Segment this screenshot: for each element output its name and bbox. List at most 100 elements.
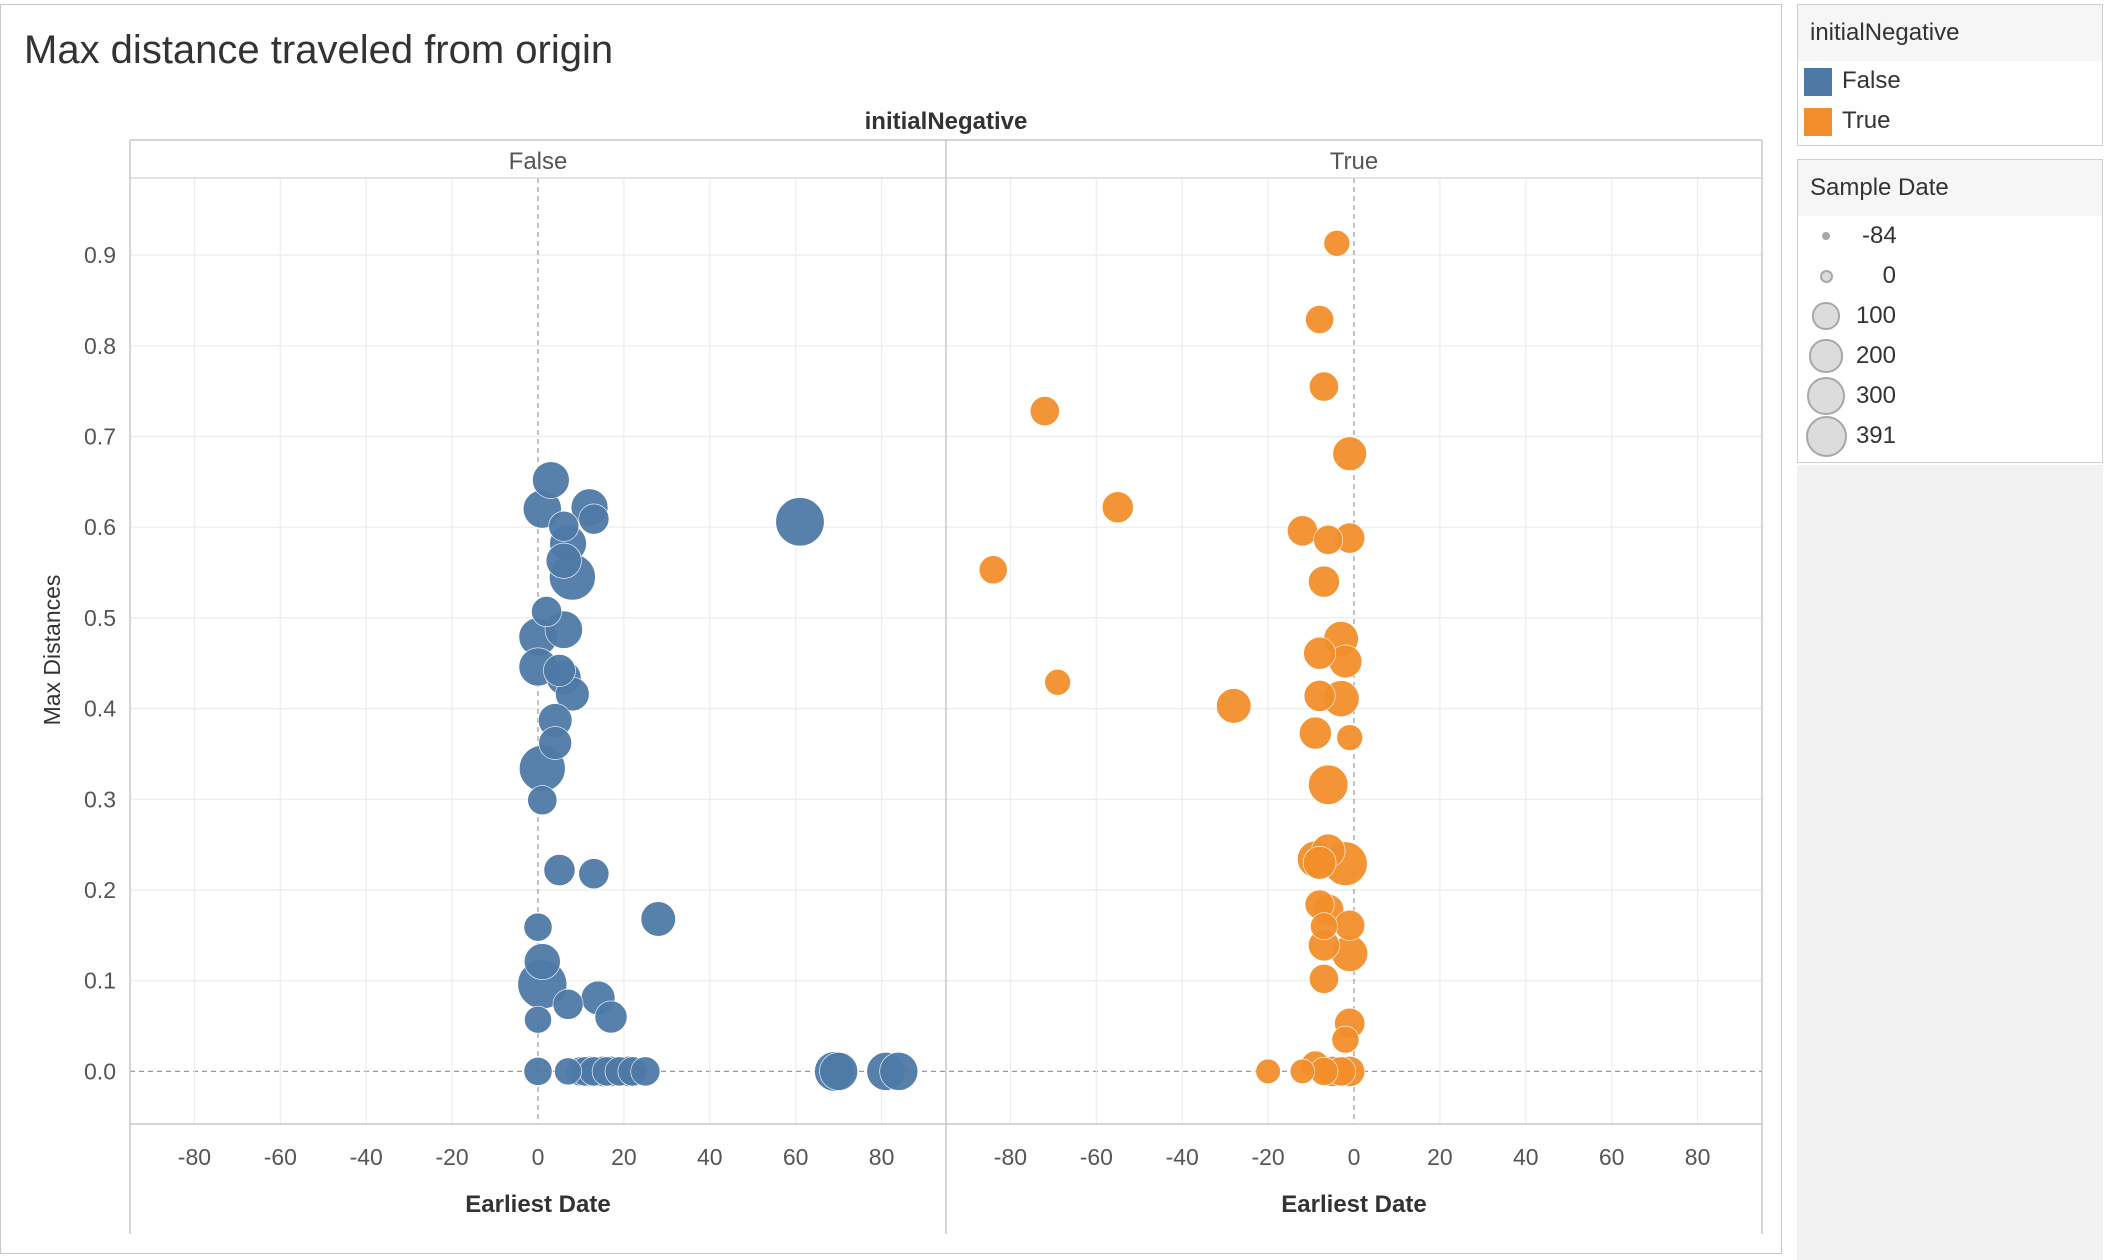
data-point-true bbox=[1029, 396, 1060, 427]
data-point-false bbox=[552, 988, 584, 1020]
x-tick-label: -80 bbox=[178, 1144, 211, 1170]
x-tick-label: 60 bbox=[1599, 1144, 1625, 1170]
data-point-true bbox=[1299, 716, 1332, 750]
y-tick-label: 0.8 bbox=[84, 333, 116, 359]
data-point-false bbox=[578, 858, 610, 890]
x-tick-label: 40 bbox=[1513, 1144, 1539, 1170]
size-legend-circle bbox=[1807, 377, 1845, 415]
data-point-false bbox=[578, 503, 610, 535]
size-legend: Sample Date -84 0 100 200 300 391 bbox=[1797, 159, 2103, 463]
size-legend-label: 300 bbox=[1855, 382, 1896, 409]
size-legend-item: 300 bbox=[1798, 376, 2102, 416]
x-tick-label: 40 bbox=[697, 1144, 723, 1170]
data-point-true bbox=[1336, 724, 1363, 751]
x-tick-label: 60 bbox=[783, 1144, 809, 1170]
size-legend-label: 0 bbox=[1882, 262, 1896, 289]
x-tick-label: -60 bbox=[264, 1144, 297, 1170]
size-legend-item: 200 bbox=[1798, 336, 2102, 376]
y-tick-label: 0.3 bbox=[84, 786, 116, 812]
data-point-true bbox=[1302, 846, 1337, 880]
color-legend-item-true[interactable]: True bbox=[1798, 101, 2102, 141]
size-legend-circle bbox=[1812, 302, 1840, 330]
data-point-true bbox=[1287, 515, 1318, 547]
color-legend: initialNegative False True bbox=[1797, 4, 2103, 146]
data-point-true bbox=[1305, 305, 1335, 334]
data-point-false bbox=[554, 1057, 582, 1086]
x-tick-label: 0 bbox=[1348, 1144, 1361, 1170]
axes-layer bbox=[129, 139, 1763, 1234]
y-tick-label: 0.4 bbox=[84, 696, 116, 722]
x-tick-label: -20 bbox=[435, 1144, 468, 1170]
data-point-false bbox=[523, 1056, 553, 1086]
data-point-false bbox=[548, 510, 580, 542]
y-tick-label: 0.5 bbox=[84, 605, 116, 631]
size-legend-title: Sample Date bbox=[1798, 160, 2102, 216]
data-point-true bbox=[1303, 636, 1336, 670]
data-point-true bbox=[1313, 524, 1344, 555]
data-point-true bbox=[1334, 909, 1366, 941]
data-point-false bbox=[819, 1052, 859, 1091]
chart-title: Max distance traveled from origin bbox=[24, 28, 614, 72]
y-tick-label: 0.6 bbox=[84, 514, 116, 540]
color-legend-item-false[interactable]: False bbox=[1798, 61, 2102, 101]
y-tick-label: 0.2 bbox=[84, 877, 116, 903]
size-legend-item: 100 bbox=[1798, 296, 2102, 336]
y-tick-label: 0.1 bbox=[84, 968, 116, 994]
x-tick-label: 20 bbox=[1427, 1144, 1453, 1170]
color-swatch-true bbox=[1804, 108, 1832, 136]
size-legend-label: -84 bbox=[1862, 222, 1897, 249]
data-point-true bbox=[1323, 230, 1351, 257]
side-panel-background bbox=[1797, 465, 2103, 1260]
facet-field-label: initialNegative bbox=[865, 108, 1028, 135]
data-point-false bbox=[532, 461, 570, 499]
color-legend-label-true: True bbox=[1842, 107, 1891, 134]
data-point-false bbox=[531, 596, 562, 627]
data-point-false bbox=[594, 1000, 628, 1034]
size-legend-label: 391 bbox=[1855, 422, 1896, 449]
data-point-false bbox=[879, 1052, 919, 1091]
y-axis-title: Max Distances bbox=[39, 575, 65, 726]
panel-label-false: False bbox=[509, 148, 568, 175]
data-point-true bbox=[1044, 669, 1071, 696]
x-tick-label: -60 bbox=[1080, 1144, 1113, 1170]
x-tick-label: 80 bbox=[869, 1144, 895, 1170]
data-point-true bbox=[1101, 491, 1134, 524]
x-tick-label: 0 bbox=[532, 1144, 545, 1170]
data-point-false bbox=[538, 726, 572, 760]
y-tick-label: 0.0 bbox=[84, 1058, 116, 1084]
color-swatch-false bbox=[1804, 68, 1832, 96]
data-point-false bbox=[545, 542, 582, 579]
size-legend-circle bbox=[1819, 269, 1833, 283]
data-point-true bbox=[1309, 963, 1339, 994]
data-point-true bbox=[1308, 764, 1349, 805]
x-tick-label: 80 bbox=[1685, 1144, 1711, 1170]
data-point-true bbox=[1255, 1058, 1281, 1084]
data-point-false bbox=[523, 943, 561, 980]
size-legend-label: 100 bbox=[1855, 302, 1896, 329]
size-legend-items: -84 0 100 200 300 391 bbox=[1798, 216, 2102, 457]
panel-label-true: True bbox=[1330, 148, 1378, 175]
data-point-true bbox=[1309, 371, 1339, 402]
size-legend-label: 200 bbox=[1855, 342, 1896, 369]
color-legend-label-false: False bbox=[1842, 67, 1901, 94]
data-point-false bbox=[543, 654, 576, 687]
data-point-true bbox=[1308, 565, 1340, 598]
scatter-chart: initialNegative 0.0 0.1 0.2 0.3 0.4 0.5 0.6 0.7 0… bbox=[39, 108, 1763, 1234]
x-tick-label: -40 bbox=[350, 1144, 383, 1170]
y-tick-label: 0.7 bbox=[84, 423, 116, 449]
x-tick-label: -20 bbox=[1251, 1144, 1284, 1170]
data-point-false bbox=[523, 912, 553, 942]
data-point-false bbox=[640, 901, 676, 937]
x-tick-label: 20 bbox=[611, 1144, 637, 1170]
color-legend-title: initialNegative bbox=[1798, 5, 2102, 61]
size-legend-item: 0 bbox=[1798, 256, 2102, 296]
data-point-true bbox=[1303, 680, 1336, 712]
x-tick-label: -40 bbox=[1166, 1144, 1199, 1170]
points-layer bbox=[517, 230, 1369, 1092]
size-legend-circle bbox=[1809, 339, 1843, 373]
size-legend-item: -84 bbox=[1798, 216, 2102, 256]
x-tick-label: -80 bbox=[994, 1144, 1027, 1170]
data-point-true bbox=[1310, 912, 1338, 941]
data-point-true bbox=[1332, 436, 1367, 471]
viz-frame bbox=[0, 4, 1782, 1254]
